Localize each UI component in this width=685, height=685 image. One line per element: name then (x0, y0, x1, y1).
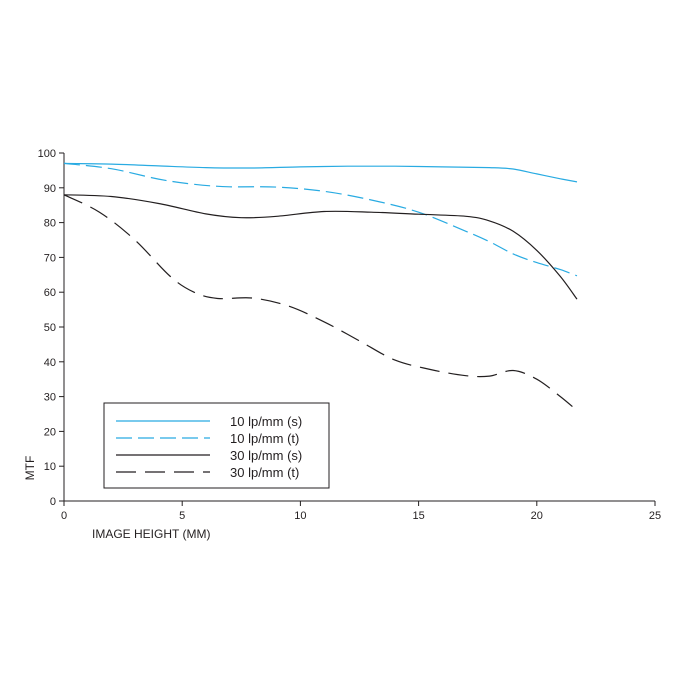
y-tick-label: 70 (44, 252, 56, 264)
y-tick-label: 0 (50, 496, 56, 508)
x-tick-label: 25 (649, 510, 661, 522)
y-tick-label: 20 (44, 426, 56, 438)
legend-label-2: 10 lp/mm (t) (230, 431, 299, 446)
y-tick-label: 100 (38, 148, 56, 160)
legend-box (103, 402, 330, 489)
series-line-2 (63, 162, 578, 277)
legend: 10 lp/mm (s) 10 lp/mm (t) 30 lp/mm (s) 30 l… (103, 402, 330, 489)
legend-label-3: 30 lp/mm (s) (230, 448, 302, 463)
series-layer (63, 162, 578, 411)
series-line-4 (63, 194, 578, 411)
x-tick-label: 10 (294, 510, 306, 522)
series-line-3 (63, 194, 578, 300)
x-tick-label: 20 (531, 510, 543, 522)
legend-label-4: 30 lp/mm (t) (230, 465, 299, 480)
y-tick-label: 80 (44, 218, 56, 230)
x-tick-label: 5 (179, 510, 185, 522)
y-tick-label: 10 (44, 461, 56, 473)
x-tick-label: 0 (61, 510, 67, 522)
y-tick-label: 90 (44, 183, 56, 195)
y-axis-title: MTF (23, 456, 37, 481)
y-axis-ticks: 0 10 20 30 40 50 60 70 80 90 100 (38, 148, 64, 508)
legend-label-1: 10 lp/mm (s) (230, 414, 302, 429)
y-tick-label: 50 (44, 322, 56, 334)
x-axis-ticks: 0 5 10 15 20 25 (61, 501, 661, 522)
series-line-1 (63, 162, 578, 183)
x-tick-label: 15 (412, 510, 424, 522)
x-axis-title: IMAGE HEIGHT (MM) (92, 527, 210, 541)
y-tick-label: 40 (44, 357, 56, 369)
y-tick-label: 60 (44, 287, 56, 299)
y-tick-label: 30 (44, 392, 56, 404)
